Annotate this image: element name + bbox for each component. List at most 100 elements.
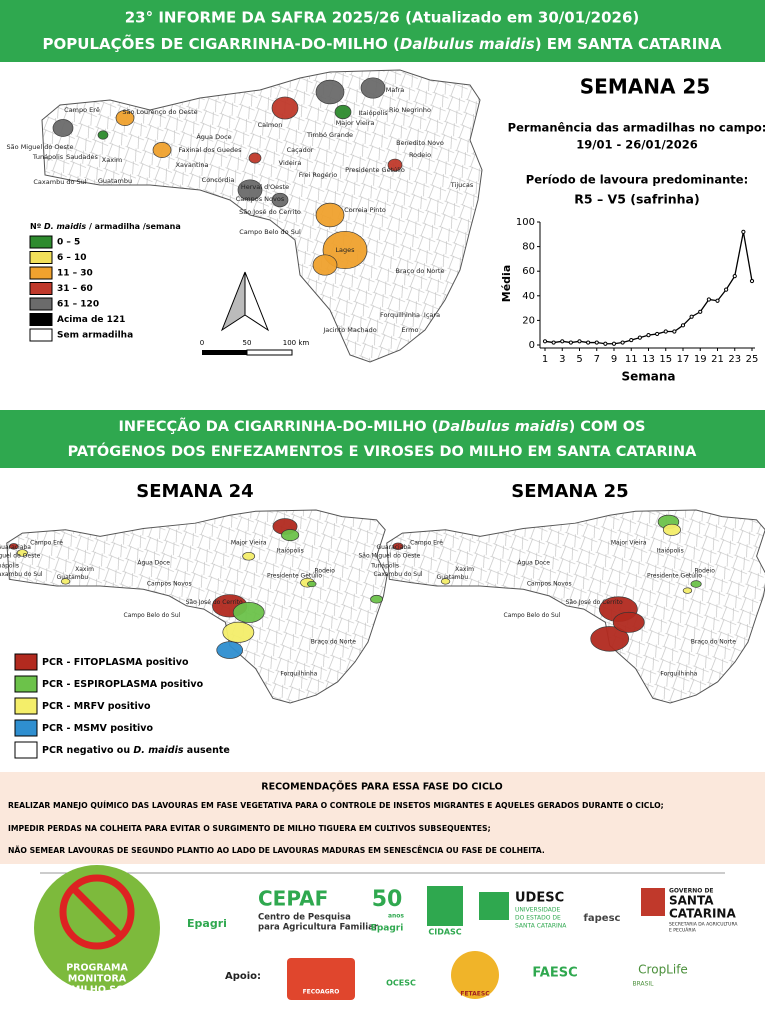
legend-swatch	[29, 313, 53, 326]
region	[271, 96, 299, 120]
logo-text: CropLife	[638, 963, 688, 977]
logo-text: E PECUÁRIA	[669, 927, 697, 934]
region	[271, 192, 289, 208]
logo-text: Epagri	[187, 917, 227, 930]
region	[662, 523, 681, 536]
y-tick-label: 80	[522, 242, 535, 253]
text: PCR - MSMV positivo	[42, 723, 153, 734]
place-label: Correia Pinto	[344, 206, 386, 214]
text: ausente	[184, 745, 230, 756]
place-label: Campo Erê	[30, 540, 63, 547]
place-label: Frei Rogério	[299, 171, 337, 179]
place-label: Major Vieira	[231, 540, 267, 547]
region	[16, 549, 28, 557]
state-fill	[386, 509, 765, 703]
region	[222, 621, 255, 643]
y-tick-label: 100	[516, 217, 535, 228]
place-label: Caxambu do Sul	[0, 571, 43, 578]
place-label: Campos Novos	[147, 581, 192, 588]
state-outline	[386, 509, 765, 704]
north-arrow	[220, 271, 270, 332]
fetaesc-logo	[451, 951, 499, 999]
logo-text: Apoio:	[225, 971, 261, 982]
text: R5 – V5 (safrinha)	[574, 192, 699, 207]
place-label: Rodeio	[315, 567, 336, 574]
place-label: Campo Belo do Sul	[239, 228, 301, 236]
text: POPULAÇÕES DE CIGARRINHA-DO-MILHO (	[43, 34, 400, 53]
point	[749, 278, 755, 284]
legend-label: 31 – 60	[57, 284, 93, 294]
y-tick-label: 0	[529, 340, 535, 351]
place-label: Caçador	[287, 146, 314, 154]
map-title: SEMANA 25	[511, 481, 628, 502]
legend-swatch	[29, 251, 53, 264]
x-tick-label: 19	[694, 354, 707, 365]
place-label: Guaraciaba	[376, 544, 411, 551]
place-label: Presidente Getúlio	[267, 573, 322, 580]
place-label: Campo Erê	[410, 540, 443, 547]
header-line1: 23° INFORME DA SAFRA 2025/26 (Atualizado…	[125, 9, 640, 27]
text: D. maidis	[44, 222, 86, 231]
region	[440, 578, 451, 585]
program-text: MILHO SC	[71, 985, 123, 996]
logo-text: FECOAGRO	[303, 989, 340, 996]
logo-text: fapesc	[584, 913, 621, 924]
x-tick-label: 9	[611, 354, 617, 365]
place-label: Lages	[335, 246, 355, 254]
x-tick-label: 17	[677, 354, 690, 365]
text: D. maidis	[133, 745, 183, 756]
place-label: Tunápolis	[32, 153, 64, 161]
scale-label: 0	[200, 339, 204, 347]
point	[741, 229, 746, 234]
legend-swatch	[29, 282, 53, 295]
point	[594, 340, 599, 345]
place-label: Mafra	[386, 86, 405, 94]
x-axis-title: Semana	[621, 370, 675, 384]
legend-label: 0 – 5	[57, 238, 80, 248]
text: ) COM OS	[569, 419, 646, 435]
region	[387, 158, 403, 172]
y-tick-label: 20	[522, 315, 535, 326]
sc-flag	[641, 888, 665, 916]
logo-text: SANTA	[669, 894, 714, 908]
y-tick-label: 60	[522, 266, 535, 277]
scale-label: 50	[243, 339, 252, 347]
place-label: Campos Novos	[527, 581, 572, 588]
program-text: PROGRAMA	[66, 963, 128, 974]
legend-label: 6 – 10	[57, 253, 87, 263]
place-label: Presidente Getúlio	[345, 166, 405, 174]
place-label: São Miguel do Oeste	[7, 143, 74, 151]
x-tick-label: 5	[576, 354, 582, 365]
udesc-logo	[479, 892, 509, 920]
place-label: São Lourenço do Oeste	[122, 108, 197, 116]
place-label: São José do Cerrito	[566, 599, 623, 606]
region	[682, 587, 693, 594]
section-line1: INFECÇÃO DA CIGARRINHA-DO-MILHO (Dalbulu…	[119, 418, 646, 435]
point	[637, 335, 642, 340]
region	[590, 626, 630, 652]
place-label: Itaiópolis	[358, 109, 388, 117]
legend-swatch	[14, 697, 38, 715]
text: INFECÇÃO DA CIGARRINHA-DO-MILHO (	[119, 418, 439, 435]
x-tick-label: 7	[594, 354, 600, 365]
region	[9, 543, 19, 550]
place-label: Videira	[279, 159, 302, 167]
legend-label: PCR - MRFV positivo	[42, 701, 151, 712]
x-tick-label: 15	[659, 354, 672, 365]
x-tick-label: 3	[559, 354, 565, 365]
place-label: Major Vieira	[611, 540, 647, 547]
point	[724, 287, 729, 292]
scale-bar	[202, 349, 293, 356]
point	[715, 298, 720, 303]
map-title: SEMANA 24	[136, 481, 253, 502]
region	[152, 142, 172, 159]
legend-swatch	[29, 235, 53, 249]
text: PCR negativo ou	[42, 745, 133, 756]
place-label: Braço do Norte	[691, 639, 737, 646]
place-label: Guatambu	[57, 574, 89, 581]
region	[690, 580, 702, 588]
text: Dalbulus maidis	[438, 419, 569, 435]
point	[698, 309, 703, 314]
